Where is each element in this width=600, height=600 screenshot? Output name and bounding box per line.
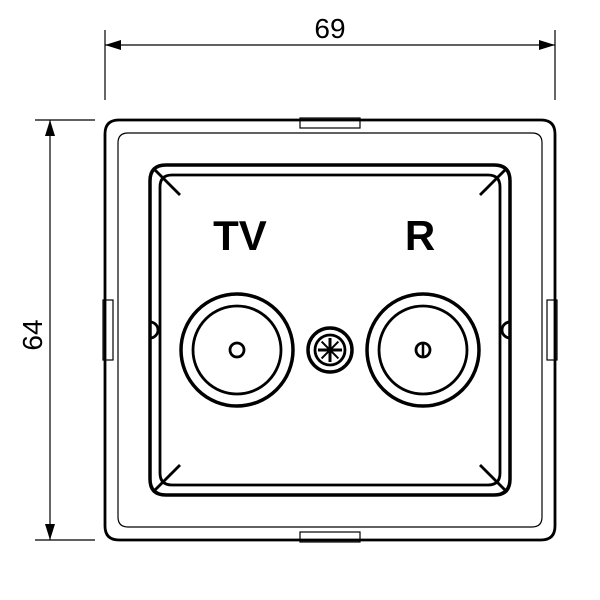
dim-width-label: 69 (314, 13, 345, 44)
label-tv: TV (213, 212, 267, 259)
label-r: R (405, 212, 435, 259)
tv-port-ring (193, 306, 281, 394)
outer-plate-inner (118, 133, 542, 527)
corner-notch (154, 465, 180, 491)
face-frame-outer (150, 165, 510, 495)
tv-port-pin (230, 343, 244, 357)
dim-height-label: 64 (17, 319, 48, 350)
face-frame-inner (160, 175, 500, 485)
corner-notch (154, 169, 180, 195)
corner-notch (480, 465, 506, 491)
outer-plate (105, 120, 555, 540)
corner-notch (480, 169, 506, 195)
tv-port-outer (181, 294, 293, 406)
